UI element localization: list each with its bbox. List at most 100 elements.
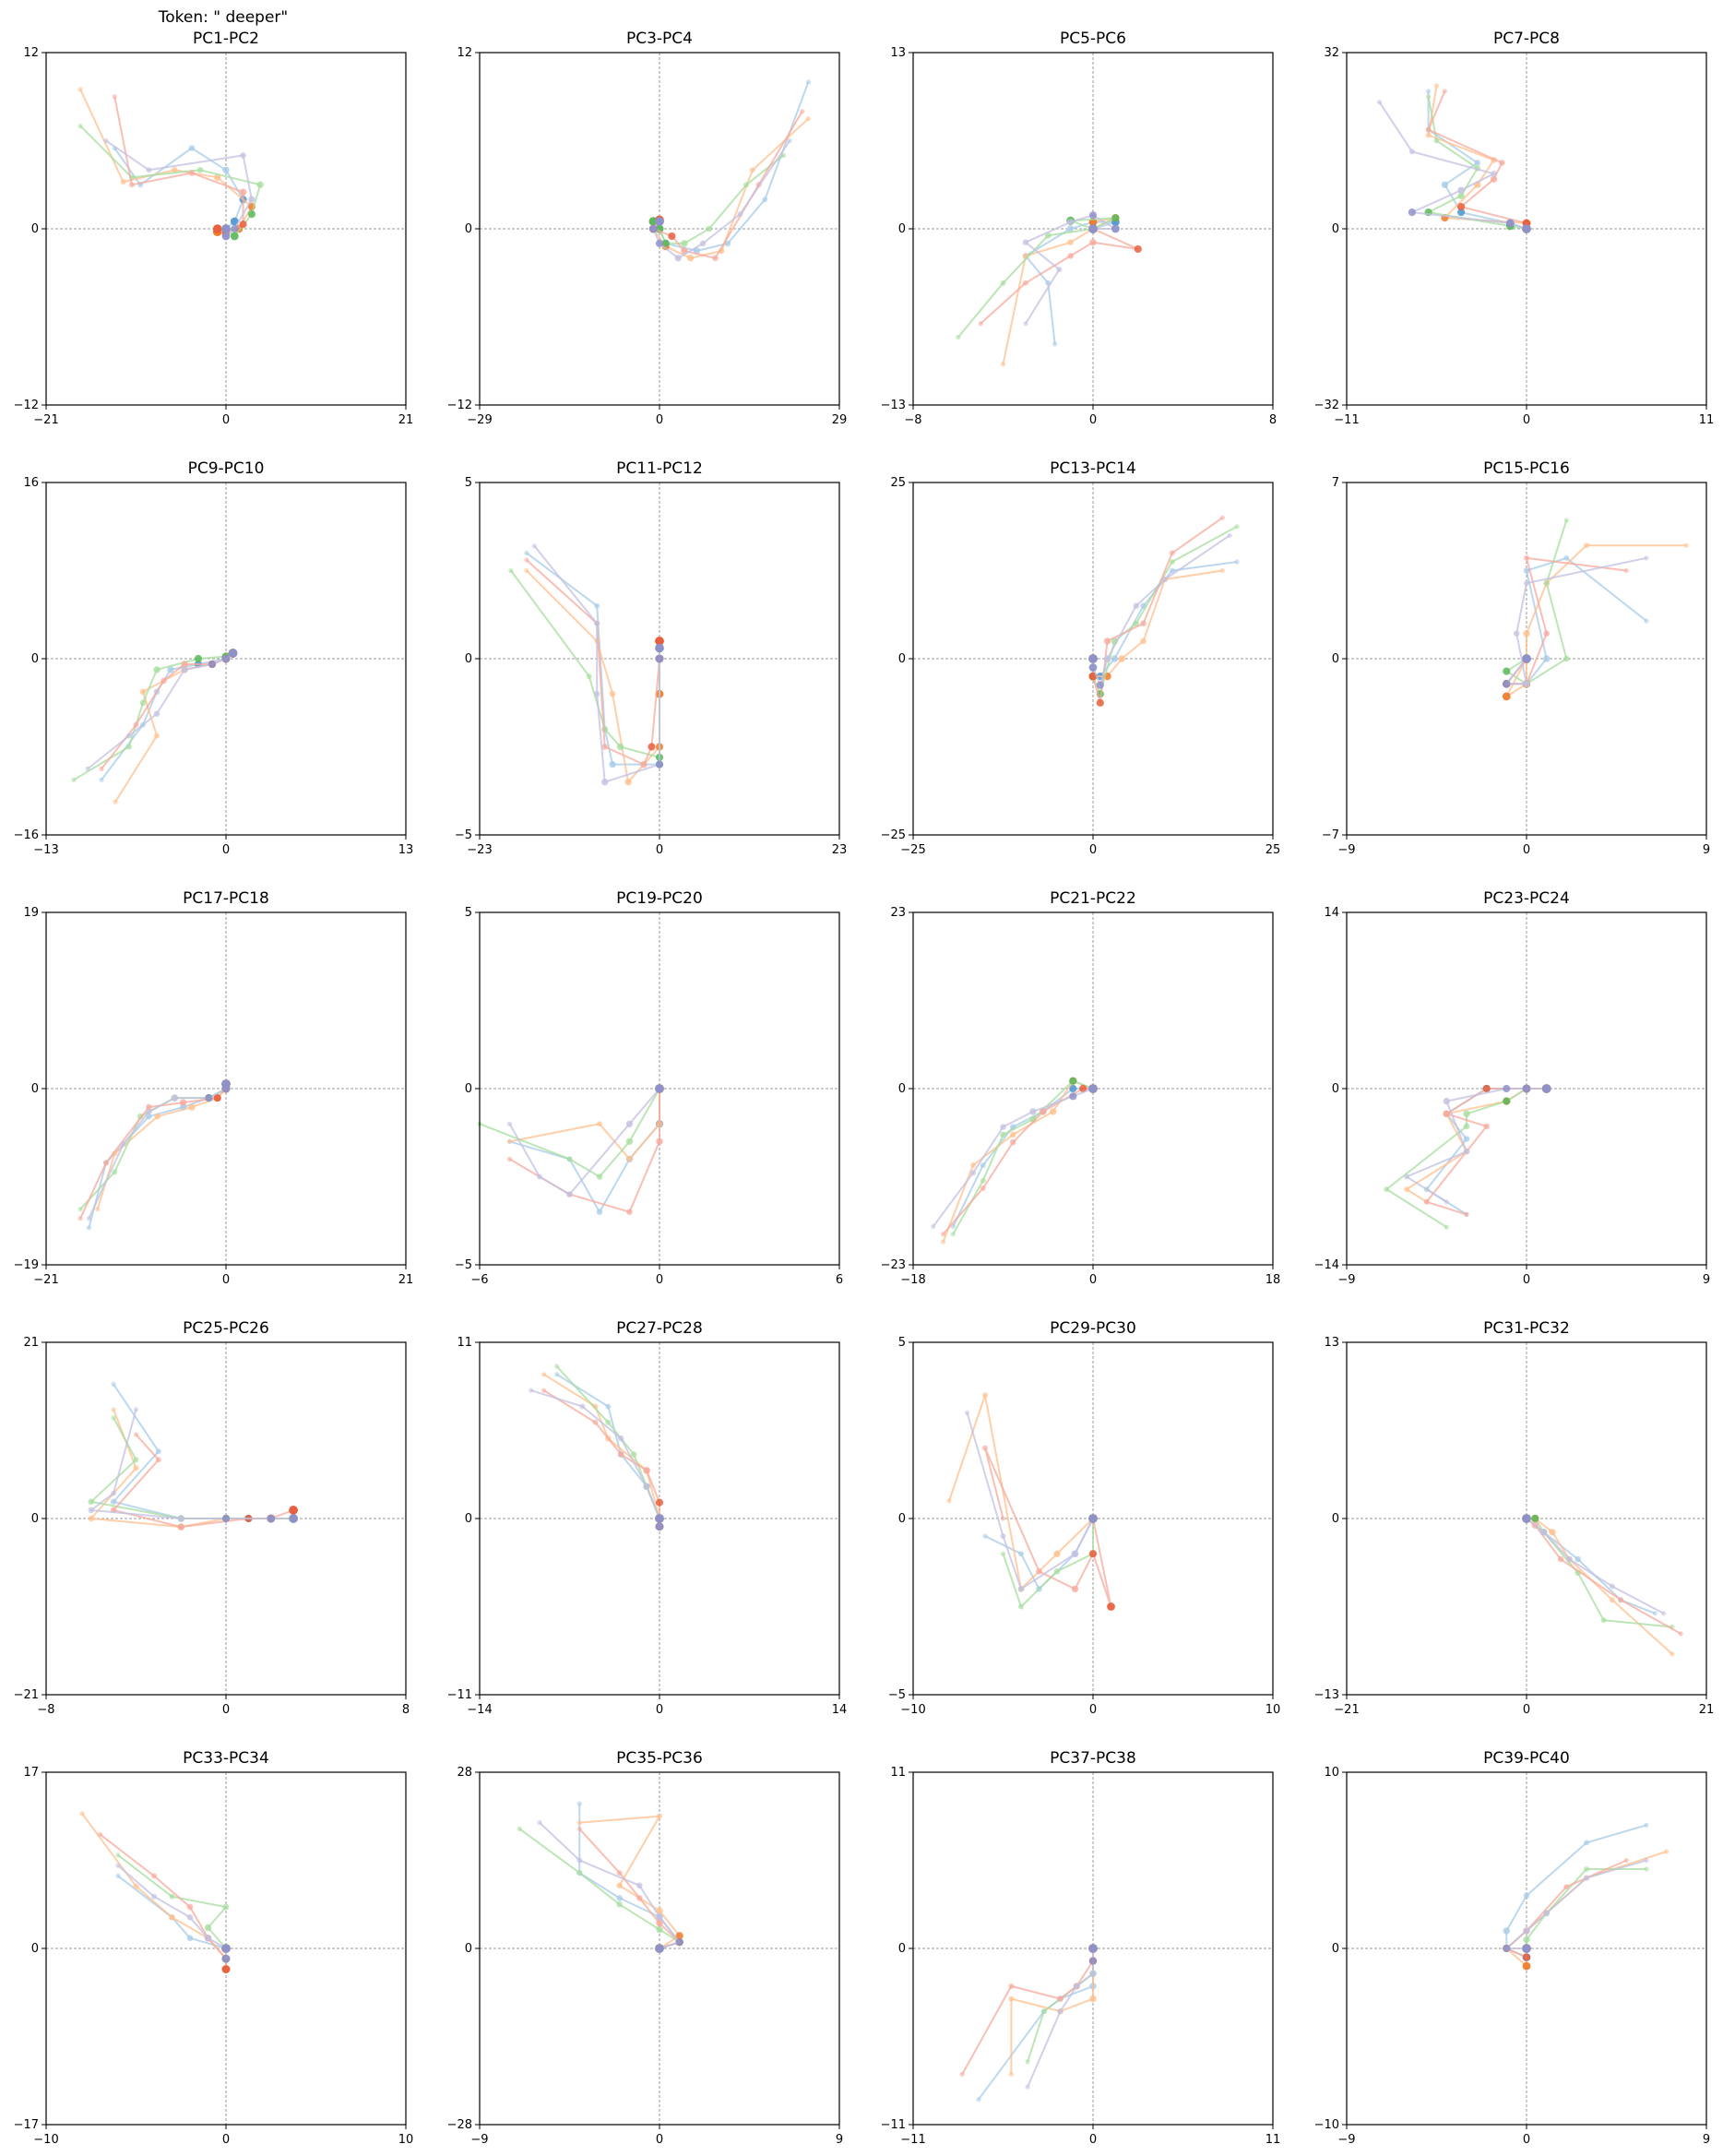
trajectory-point [1040,1108,1047,1115]
trajectory-point [541,1388,547,1393]
trajectory-point [1133,620,1140,627]
trajectory-point [959,2071,965,2077]
y-tick-label: 0 [31,1512,39,1526]
trajectory-point [221,1954,231,1963]
y-tick-label: 16 [23,476,39,490]
x-tick-label: −8 [37,1703,54,1717]
trajectory-line [79,1084,227,1220]
trajectory-point [1022,239,1029,246]
x-tick-label: 11 [1266,2133,1281,2147]
trajectory-point [247,210,255,219]
trajectory-line [578,1828,681,1949]
trajectory-point [931,1223,936,1230]
trajectory-point [103,137,109,144]
x-tick-label: 23 [832,843,848,857]
trajectory-point [1503,1927,1511,1935]
y-tick-label: 5 [898,1336,906,1350]
trajectory-point [1088,654,1098,663]
trajectory-point [976,2097,981,2102]
trajectory-point [1018,1551,1024,1557]
y-tick-label: −21 [14,1688,39,1702]
y-tick-label: 14 [1324,906,1339,920]
panel-title: PC3-PC4 [626,30,693,48]
trajectory-point [675,1932,683,1940]
panel-pc33-pc34: PC33-PC34 −10 0 10 −17 0 17 [14,1749,414,2147]
trajectory-point [115,1852,121,1858]
trajectory-point [626,1209,633,1215]
panel-pc31-pc32: PC31-PC32 −21 0 21 −13 0 13 [1314,1319,1715,1717]
trajectory-point [1523,680,1530,687]
trajectory-line [101,652,234,780]
trajectory-point [655,654,664,663]
trajectory-point [956,334,961,340]
trajectory-line [1406,1088,1547,1203]
trajectory-point [205,1094,213,1102]
y-tick-label: 5 [465,476,472,490]
trajectory-point [1499,160,1505,166]
trajectory-point [656,1925,663,1934]
trajectory-point [940,1232,946,1237]
y-tick-label: 0 [465,1082,472,1096]
trajectory-line [1427,85,1527,229]
y-tick-label: −28 [447,2118,472,2132]
y-tick-label: −12 [14,399,39,412]
x-tick-label: 21 [398,1273,414,1287]
trajectory-point [566,1191,573,1197]
trajectory-point [616,1882,623,1889]
trajectory-point [1584,1840,1589,1846]
panel-pc15-pc16: PC15-PC16 −9 0 9 −7 0 7 [1322,459,1710,857]
trajectory-point [554,1372,560,1377]
trajectory-point [186,1914,194,1921]
trajectory-point [120,179,126,185]
trajectory-point [780,152,787,158]
trajectory-point [1661,1611,1667,1616]
trajectory-line [952,1079,1094,1235]
x-tick-label: −29 [467,413,492,427]
trajectory-point [113,799,118,804]
trajectory-point [648,743,656,751]
trajectory-point [1018,1603,1024,1610]
trajectory-point [1543,630,1550,637]
trajectory-point [120,1141,126,1148]
trajectory-point [154,733,160,739]
trajectory-point [1441,181,1449,188]
trajectory-point [88,1515,95,1522]
trajectory-line [1505,519,1568,685]
trajectory-point [762,197,768,203]
trajectory-point [1609,1597,1615,1603]
trajectory-point [111,1415,116,1421]
y-tick-label: 7 [1332,476,1339,490]
panel-title: PC35-PC36 [616,1749,703,1768]
trajectory-point [1000,1131,1006,1138]
trajectory-point [1169,559,1175,565]
trajectory-point [674,255,682,262]
trajectory-point [1457,203,1466,211]
trajectory-point [1057,2008,1064,2015]
y-tick-label: 0 [465,652,472,666]
trajectory-line [510,569,660,758]
trajectory-point [1169,567,1175,574]
trajectory-point [1088,663,1098,672]
trajectory-point [1376,100,1383,105]
trajectory-point [77,1207,83,1212]
trajectory-point [1088,211,1098,220]
trajectory-point [1426,89,1432,94]
trajectory-point [186,1903,194,1911]
trajectory-point [1067,253,1074,259]
x-tick-label: 21 [1699,1703,1715,1717]
trajectory-point [160,677,167,685]
trajectory-point [681,240,688,247]
trajectory-point [1000,1516,1006,1521]
x-tick-label: 10 [398,2133,414,2147]
trajectory-point [579,1403,586,1410]
trajectory-point [177,1515,184,1522]
x-tick-label: 18 [1266,1273,1281,1287]
x-tick-label: 9 [1703,1273,1710,1287]
trajectory-point [1563,554,1570,561]
panel-pc3-pc4: PC3-PC4 −29 0 29 −12 0 12 [447,30,848,427]
panel-pc27-pc28: PC27-PC28 −14 0 14 −11 0 11 [447,1319,848,1717]
trajectory-point [221,1944,231,1953]
x-tick-label: −18 [900,1273,925,1287]
y-tick-label: −5 [455,828,472,842]
trajectory-point [1426,94,1432,100]
